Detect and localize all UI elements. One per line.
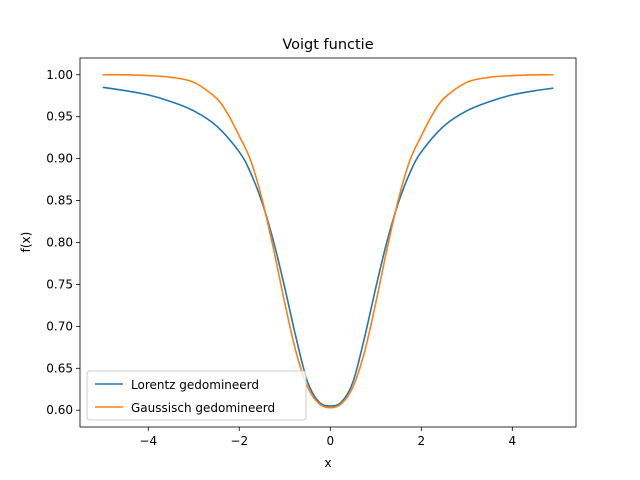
y-tick-label: 0.75 — [46, 277, 73, 291]
y-axis-ticks: 0.60 0.65 0.70 0.75 0.80 0.85 0.90 0.95 1.00 — [46, 68, 80, 417]
x-tick-label: 0 — [326, 434, 334, 448]
y-tick-label: 0.90 — [46, 152, 73, 166]
x-tick-label: −4 — [139, 434, 157, 448]
legend: Lorentz gedomineerd Gaussisch gedomineer… — [86, 370, 307, 421]
x-tick-label: 2 — [417, 434, 425, 448]
y-axis-label: f(x) — [19, 232, 33, 253]
y-tick-label: 0.80 — [46, 236, 73, 250]
legend-label-gaussisch: Gaussisch gedomineerd — [131, 401, 275, 415]
series-line-0 — [102, 86, 554, 407]
chart-title: Voigt functie — [282, 37, 373, 53]
y-tick-label: 0.95 — [46, 110, 73, 124]
x-tick-label: 4 — [508, 434, 516, 448]
y-tick-label: 0.70 — [46, 319, 73, 333]
plot-lines — [102, 73, 554, 409]
legend-label-lorentz: Lorentz gedomineerd — [131, 378, 259, 392]
series-line-1 — [102, 73, 554, 409]
y-tick-label: 0.85 — [46, 194, 73, 208]
y-tick-label: 0.65 — [46, 361, 73, 375]
x-axis-label: x — [324, 456, 331, 470]
legend-box — [86, 370, 307, 421]
y-tick-label: 0.60 — [46, 403, 73, 417]
x-tick-label: −2 — [230, 434, 248, 448]
y-tick-label: 1.00 — [46, 68, 73, 82]
x-axis-ticks: −4 −2 0 2 4 — [139, 427, 516, 448]
